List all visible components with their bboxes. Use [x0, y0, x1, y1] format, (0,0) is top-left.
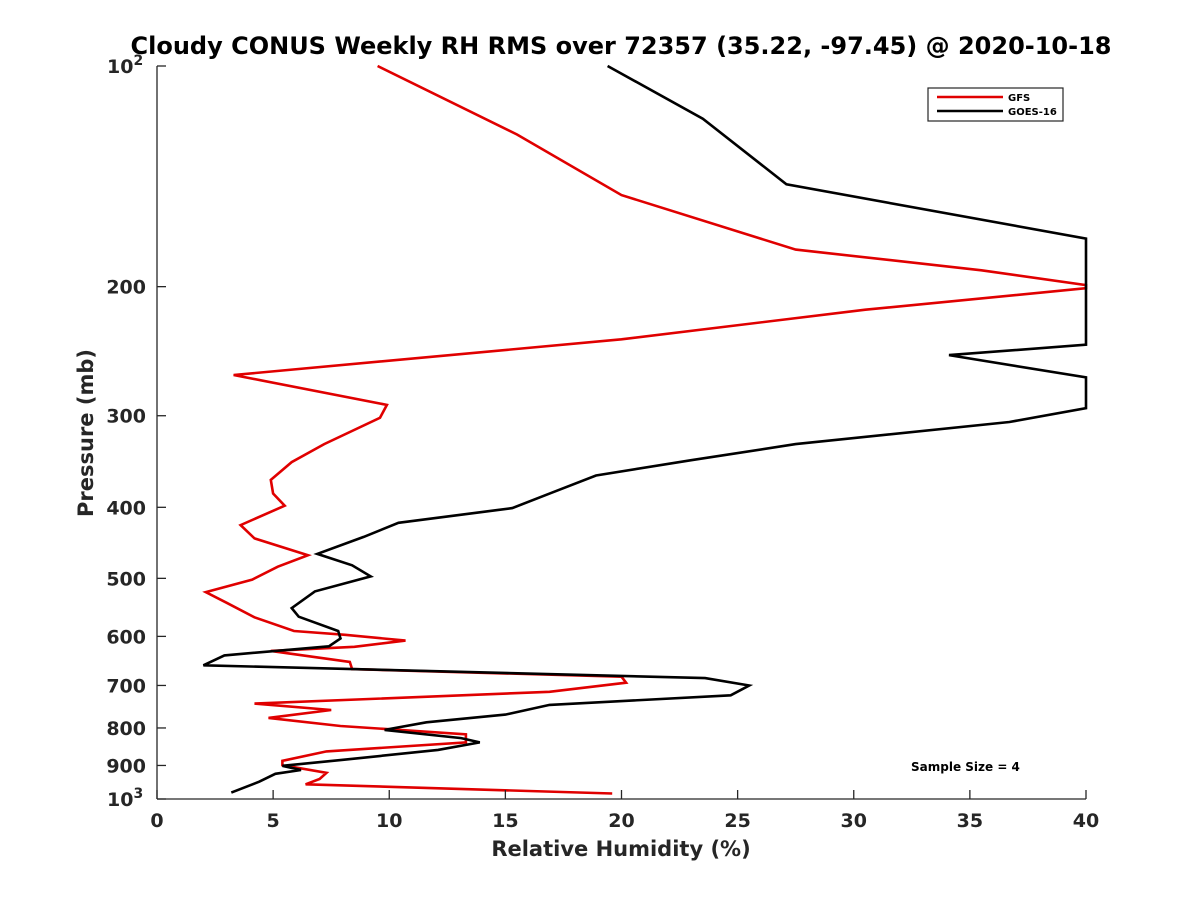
legend-label-gfs: GFS: [1008, 93, 1030, 104]
sample-size-annotation: Sample Size = 4: [911, 760, 1020, 774]
y-tick-label: 200: [106, 277, 146, 299]
y-tick-label: 800: [106, 718, 146, 740]
x-tick-label: 20: [608, 810, 634, 832]
y-tick-label: 900: [106, 755, 146, 777]
y-tick-label: 300: [106, 406, 146, 428]
chart-title: Cloudy CONUS Weekly RH RMS over 72357 (3…: [131, 32, 1112, 60]
y-tick-label: 400: [106, 497, 146, 519]
series-line-gfs: [202, 64, 1088, 795]
legend-box: [927, 87, 1064, 122]
x-tick-label: 10: [376, 810, 402, 832]
x-tick-label: 0: [150, 810, 163, 832]
x-tick-label: 35: [957, 810, 983, 832]
x-tick-label: 15: [492, 810, 518, 832]
legend: GFS GOES-16: [927, 87, 1064, 122]
x-tick-label: 5: [267, 810, 280, 832]
legend-label-goes16: GOES-16: [1008, 107, 1057, 118]
plot-area: 0 5 10 15 20 25 30 35 40 102 200 300 400 500 600 700 800…: [106, 53, 1099, 832]
y-tick-label: 600: [106, 626, 146, 648]
x-tick-label: 30: [841, 810, 867, 832]
y-tick-label: 500: [106, 568, 146, 590]
x-axis-label: Relative Humidity (%): [491, 837, 750, 861]
axes-layer: 0 5 10 15 20 25 30 35 40 102 200 300 400 500 600 700 800…: [106, 53, 1099, 832]
series-layer: [202, 64, 1088, 795]
x-tick-label: 40: [1073, 810, 1099, 832]
y-axis-label: Pressure (mb): [74, 349, 98, 517]
x-tick-label: 25: [724, 810, 750, 832]
y-tick-label: 102: [107, 53, 143, 78]
y-tick-label: 700: [106, 675, 146, 697]
series-line-goes16: [202, 64, 1088, 794]
